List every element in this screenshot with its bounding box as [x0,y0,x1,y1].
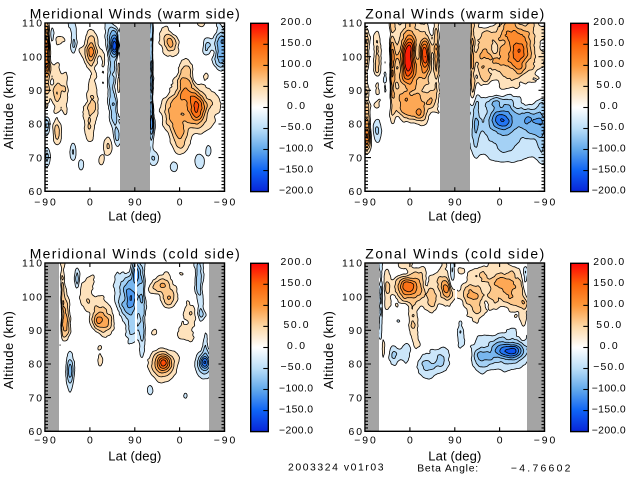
svg-text:Lat (deg): Lat (deg) [108,209,161,224]
svg-text:0: 0 [87,198,93,209]
svg-text:−90: −90 [214,198,236,209]
svg-text:−90: −90 [354,435,376,446]
svg-text:−200.0: −200.0 [279,425,313,436]
svg-text:−200.0: −200.0 [279,185,313,196]
svg-text:0.0: 0.0 [600,341,618,352]
svg-text:90: 90 [128,435,142,446]
svg-text:150.0: 150.0 [593,278,624,289]
svg-text:110: 110 [22,19,42,30]
svg-text:−90: −90 [534,198,556,209]
svg-text:0: 0 [497,435,503,446]
svg-text:50.0: 50.0 [596,320,621,331]
svg-text:100: 100 [342,52,362,63]
svg-text:−100.0: −100.0 [592,143,626,154]
svg-text:80: 80 [29,360,43,371]
svg-text:80: 80 [349,120,363,131]
svg-text:80: 80 [29,120,43,131]
svg-text:90: 90 [29,86,43,97]
svg-text:−50.0: −50.0 [281,362,312,373]
svg-text:0: 0 [407,435,413,446]
svg-text:−100.0: −100.0 [279,383,313,394]
svg-text:Beta Angle:: Beta Angle: [417,464,478,475]
svg-text:70: 70 [349,153,363,164]
svg-text:200.0: 200.0 [593,257,624,268]
svg-text:0: 0 [407,198,413,209]
svg-text:Lat (deg): Lat (deg) [108,448,161,463]
svg-text:−50.0: −50.0 [593,122,624,133]
svg-text:Altitude (km): Altitude (km) [321,71,336,149]
svg-text:150.0: 150.0 [281,278,312,289]
svg-text:110: 110 [22,259,42,270]
svg-text:−90: −90 [34,198,56,209]
svg-text:60: 60 [349,187,363,198]
svg-text:0: 0 [87,435,93,446]
svg-text:90: 90 [349,326,363,337]
svg-text:−90: −90 [354,198,376,209]
svg-text:0: 0 [177,198,183,209]
svg-text:50.0: 50.0 [596,80,621,91]
svg-text:90: 90 [349,86,363,97]
svg-text:Zonal Winds (warm side): Zonal Winds (warm side) [365,6,544,22]
svg-text:−50.0: −50.0 [593,362,624,373]
svg-text:200.0: 200.0 [281,17,312,28]
svg-text:−150.0: −150.0 [279,164,313,175]
svg-text:−100.0: −100.0 [279,143,313,154]
svg-text:60: 60 [349,427,363,438]
svg-text:Meridional Winds (warm side): Meridional Winds (warm side) [30,6,240,22]
svg-text:110: 110 [342,19,362,30]
svg-text:Altitude (km): Altitude (km) [321,311,336,389]
svg-text:0: 0 [177,435,183,446]
svg-text:−200.0: −200.0 [592,185,626,196]
svg-text:0.0: 0.0 [600,101,618,112]
svg-text:Altitude (km): Altitude (km) [1,311,16,389]
svg-text:−90: −90 [534,435,556,446]
svg-text:−150.0: −150.0 [592,404,626,415]
svg-text:90: 90 [448,435,462,446]
svg-text:−90: −90 [34,435,56,446]
svg-text:100: 100 [22,52,42,63]
svg-text:Altitude (km): Altitude (km) [1,71,16,149]
svg-text:70: 70 [349,393,363,404]
svg-text:70: 70 [29,153,43,164]
svg-text:100.0: 100.0 [281,59,312,70]
svg-text:−200.0: −200.0 [592,425,626,436]
svg-text:0.0: 0.0 [287,101,305,112]
svg-text:100.0: 100.0 [593,299,624,310]
svg-text:Lat (deg): Lat (deg) [428,209,481,224]
svg-text:200.0: 200.0 [593,17,624,28]
svg-text:60: 60 [29,187,43,198]
svg-text:0: 0 [497,198,503,209]
svg-text:−90: −90 [214,435,236,446]
svg-text:70: 70 [29,393,43,404]
svg-text:−50.0: −50.0 [281,122,312,133]
svg-text:−150.0: −150.0 [592,164,626,175]
svg-text:150.0: 150.0 [593,38,624,49]
svg-text:100.0: 100.0 [281,299,312,310]
svg-text:−150.0: −150.0 [279,404,313,415]
svg-text:60: 60 [29,427,43,438]
svg-text:Lat (deg): Lat (deg) [428,448,481,463]
svg-text:110: 110 [342,259,362,270]
svg-text:90: 90 [29,326,43,337]
svg-text:90: 90 [128,198,142,209]
svg-text:50.0: 50.0 [284,80,309,91]
svg-text:200.0: 200.0 [281,257,312,268]
svg-text:Zonal Winds (cold side): Zonal Winds (cold side) [365,246,544,262]
svg-text:100: 100 [342,292,362,303]
svg-text:90: 90 [448,198,462,209]
svg-text:150.0: 150.0 [281,38,312,49]
svg-text:0.0: 0.0 [287,341,305,352]
svg-text:Meridional Winds (cold side): Meridional Winds (cold side) [30,246,240,262]
svg-text:100: 100 [22,292,42,303]
svg-text:2003324 v01r03: 2003324 v01r03 [288,463,384,474]
svg-text:−100.0: −100.0 [592,383,626,394]
svg-text:100.0: 100.0 [593,59,624,70]
svg-text:50.0: 50.0 [284,320,309,331]
svg-text:−4.76602: −4.76602 [511,464,571,475]
svg-text:80: 80 [349,360,363,371]
